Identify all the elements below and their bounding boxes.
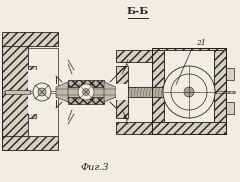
Bar — [68, 80, 104, 104]
Bar — [116, 50, 214, 62]
Circle shape — [38, 88, 46, 96]
Bar — [2, 136, 58, 150]
Bar — [28, 70, 56, 114]
Circle shape — [163, 66, 215, 118]
Bar — [152, 48, 226, 62]
Bar — [128, 87, 214, 97]
Circle shape — [83, 88, 90, 96]
Bar — [28, 48, 58, 136]
Bar — [226, 68, 234, 80]
Bar — [116, 84, 128, 100]
Bar — [28, 84, 58, 100]
Bar — [28, 77, 56, 107]
Bar — [164, 50, 214, 122]
Text: Фиг.3: Фиг.3 — [81, 163, 109, 173]
Bar — [152, 122, 226, 134]
Bar — [56, 87, 116, 97]
Bar — [28, 66, 36, 118]
Bar — [116, 122, 214, 134]
Bar — [2, 32, 58, 46]
Polygon shape — [56, 82, 68, 102]
Circle shape — [78, 84, 94, 100]
Polygon shape — [104, 82, 116, 102]
Circle shape — [33, 83, 51, 101]
Bar — [152, 50, 164, 122]
Text: Б-Б: Б-Б — [127, 7, 149, 17]
Bar — [5, 90, 30, 94]
Bar — [226, 102, 234, 114]
Circle shape — [184, 87, 194, 97]
Text: 21: 21 — [196, 39, 206, 47]
Bar — [116, 66, 128, 118]
Circle shape — [171, 74, 207, 110]
Bar — [214, 50, 226, 122]
Bar — [152, 48, 226, 134]
Bar — [2, 40, 28, 150]
